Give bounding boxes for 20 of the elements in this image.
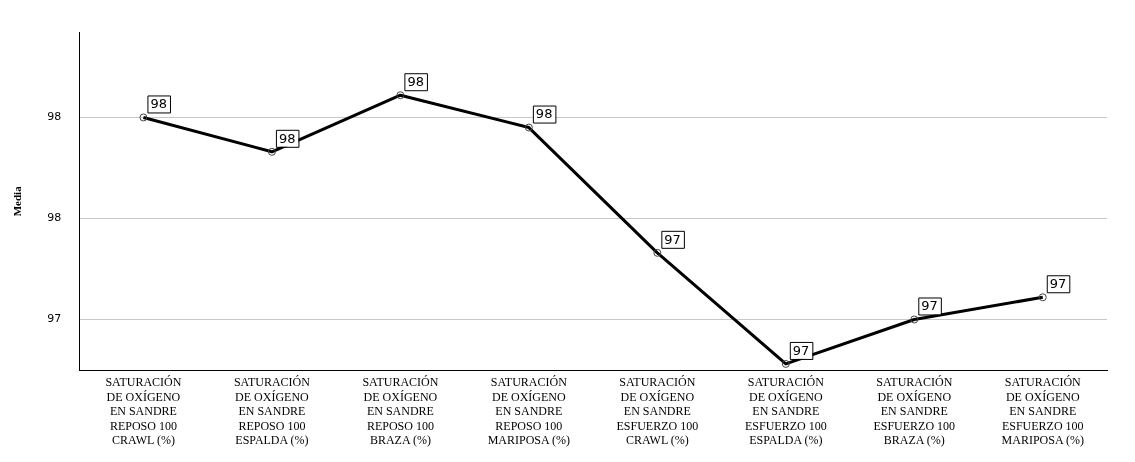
x-tick-label: SATURACIÓN DE OXÍGENO EN SANDRE REPOSO 100 CRAWL (%) — [105, 375, 182, 447]
data-label: 97 — [921, 298, 938, 314]
data-label: 97 — [792, 342, 810, 358]
data-label: 97 — [664, 231, 681, 247]
x-tick-label: SATURACIÓN DE OXÍGENO EN SANDRE ESFUERZO 100 ESPALDA (%) — [744, 375, 827, 447]
y-tick-label: 97 — [47, 312, 62, 326]
data-label: 98 — [150, 96, 167, 112]
x-tick-label: SATURACIÓN DE OXÍGENO EN SANDRE ESFUERZO 100 CRAWL (%) — [616, 375, 699, 447]
data-label: 98 — [278, 130, 296, 146]
x-tick-label: SATURACIÓN DE OXÍGENO EN SANDRE REPOSO 100 BRAZA (%) — [362, 375, 439, 447]
x-tick-label: SATURACIÓN DE OXÍGENO EN SANDRE ESFUERZO 100 BRAZA (%) — [873, 375, 956, 447]
data-label: 97 — [1049, 276, 1067, 292]
x-tick-label: SATURACIÓN DE OXÍGENO EN SANDRE ESFUERZO 100 MARIPOSA (%) — [1001, 375, 1084, 447]
x-tick-label: SATURACIÓN DE OXÍGENO EN SANDRE REPOSO 100 MARIPOSA (%) — [487, 375, 571, 447]
y-tick-label: 98 — [47, 211, 62, 225]
y-axis-title: Media — [11, 185, 24, 217]
data-label: 98 — [535, 106, 553, 122]
data-label: 98 — [407, 74, 424, 90]
x-tick-label: SATURACIÓN DE OXÍGENO EN SANDRE REPOSO 100 ESPALDA (%) — [233, 375, 311, 447]
y-tick-label: 98 — [47, 110, 62, 124]
